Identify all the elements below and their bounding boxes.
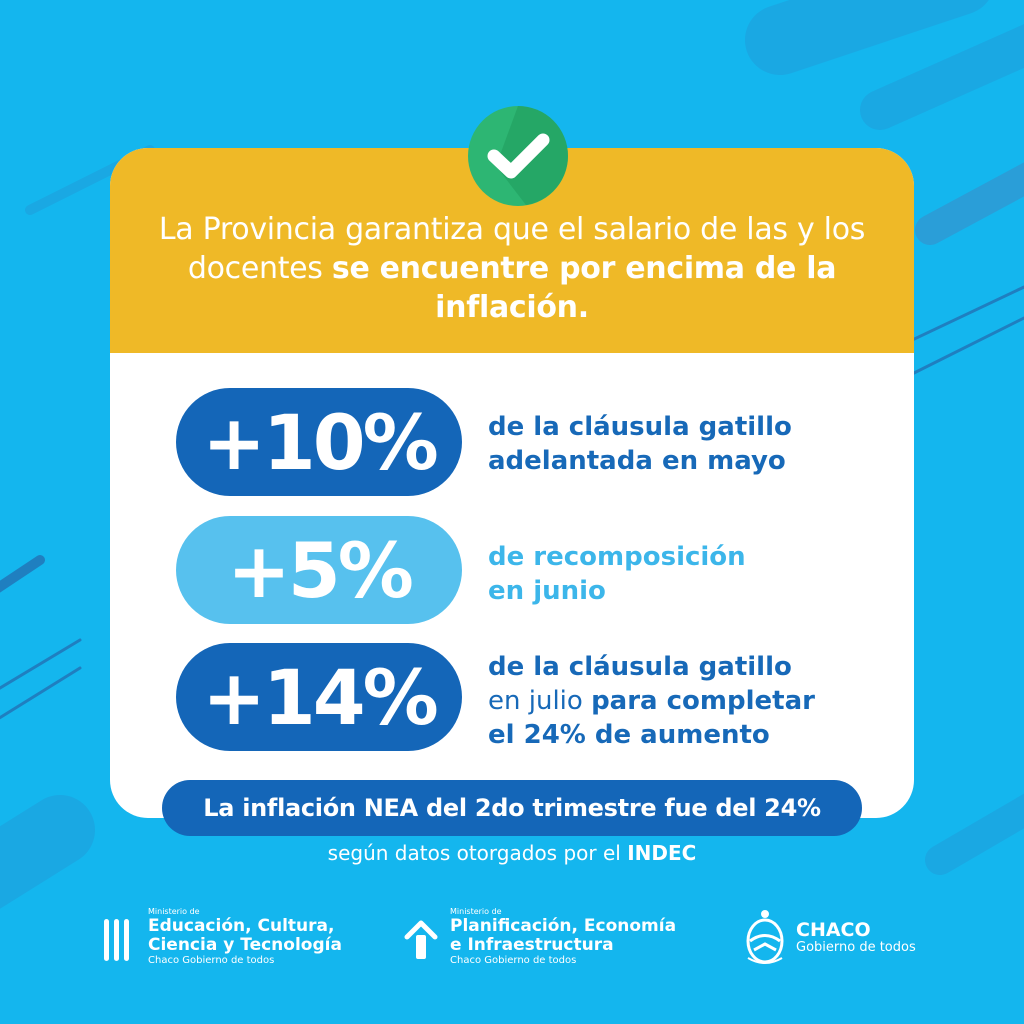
logo-tagline: Chaco Gobierno de todos [450,955,577,966]
logo-name-line: e Infraestructura [450,935,614,955]
headline-text: La Provincia garantiza que el salario de… [158,212,866,286]
check-circle-icon [468,106,568,206]
headline-bold-text: se encuentre por encima de la inflación. [331,251,837,325]
logo-name-line: Educación, Cultura, [148,916,335,936]
logo-name-line: Ciencia y Tecnología [148,935,342,955]
source-bold: INDEC [627,841,697,865]
stat-desc-line: de la cláusula gatillo [488,412,792,442]
source-note: según datos otorgados por el INDEC [0,841,1024,865]
stat-desc-line: en junio [488,576,606,606]
source-text: según datos otorgados por el [327,841,628,865]
stat-desc-line: de recomposición [488,542,746,572]
stat-desc-line-light: en julio [488,686,592,716]
headline: La Provincia garantiza que el salario de… [150,210,874,327]
stat-desc-line-bold: para completar [591,686,815,716]
inflation-banner: La inflación NEA del 2do trimestre fue d… [162,780,862,836]
stat-description-14: de la cláusula gatillo en julio para com… [488,650,888,752]
education-bars-icon [104,919,129,961]
stat-pill-10: +10% [176,388,462,496]
stat-description-5: de recomposición en junio [488,540,888,608]
stat-pill-5: +5% [176,516,462,624]
house-arrow-icon [404,920,438,959]
stat-desc-line: adelantada en mayo [488,446,786,476]
logo-chaco-name: CHACO [796,919,871,941]
logo-ministry-label: Ministerio de [450,907,502,916]
stat-desc-line: de la cláusula gatillo [488,652,792,682]
logo-name-line: Planificación, Economía [450,916,677,936]
logo-ministry-label: Ministerio de [148,907,200,916]
stat-description-10: de la cláusula gatillo adelantada en may… [488,410,888,478]
logo-chaco-tagline: Gobierno de todos [796,940,916,955]
stat-pill-14: +14% [176,643,462,751]
provincial-shield-icon [746,910,784,964]
stat-desc-line: el 24% de aumento [488,720,770,750]
logo-tagline: Chaco Gobierno de todos [148,955,275,966]
